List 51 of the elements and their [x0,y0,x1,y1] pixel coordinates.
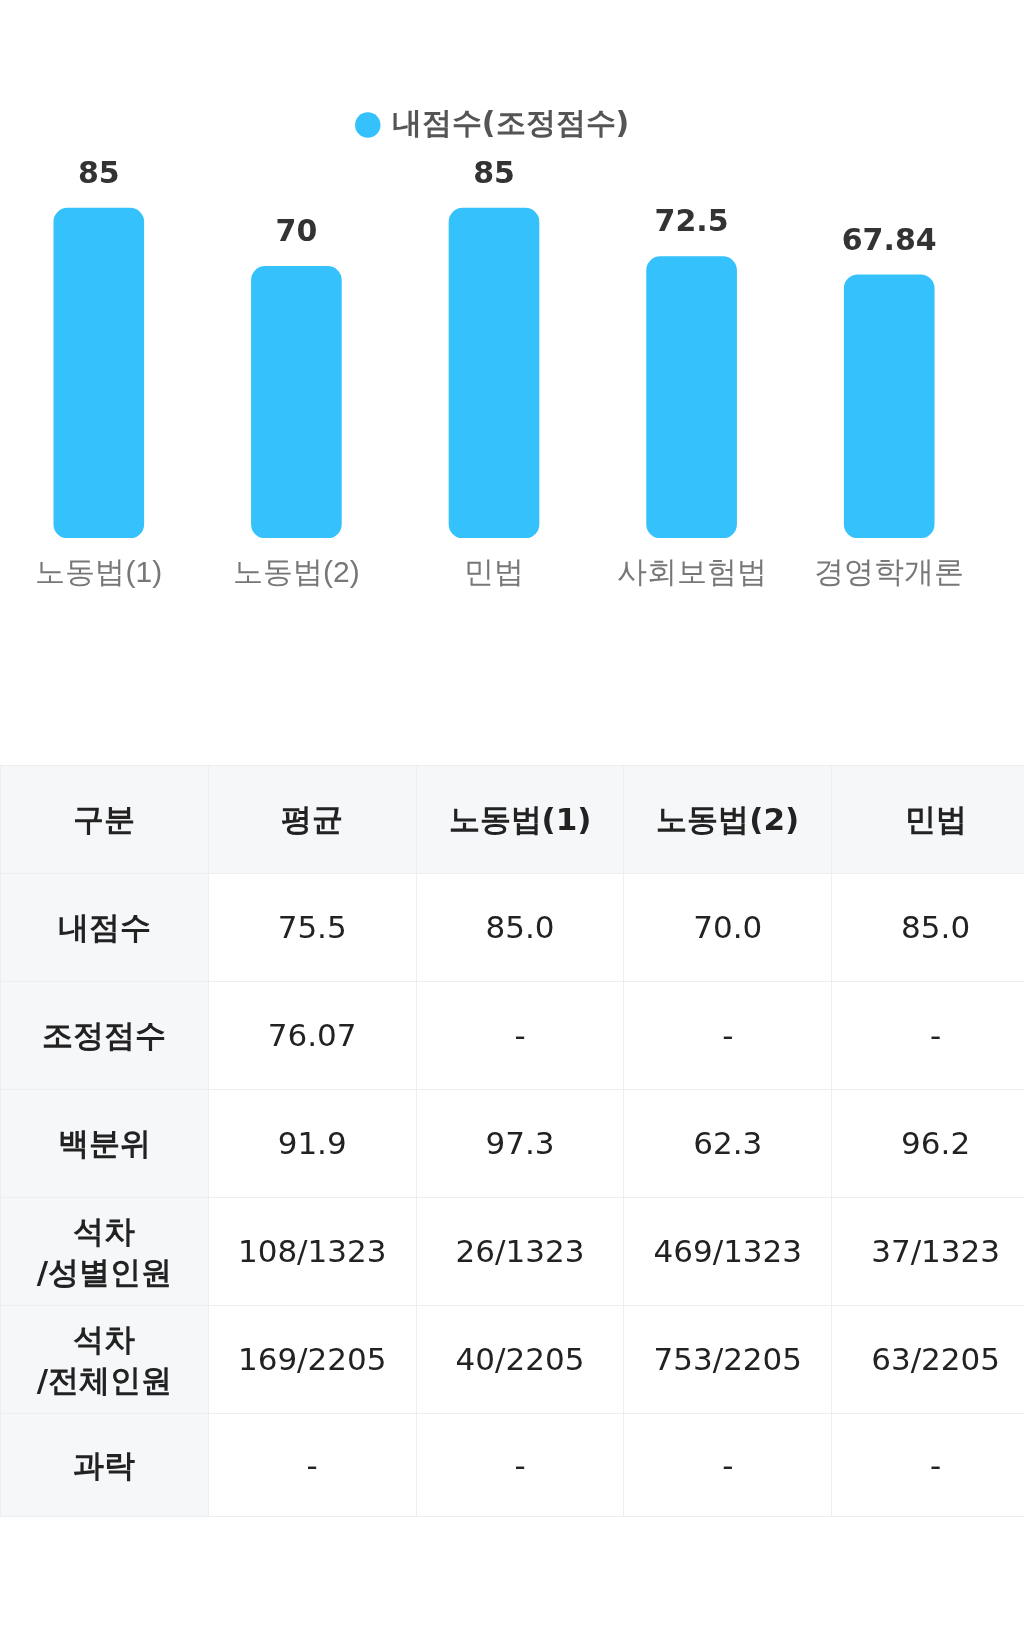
text: - [306,1446,318,1483]
text: - [930,1017,942,1054]
data-label: 72.5 [654,203,729,239]
text: 76.07 [267,1017,357,1054]
bar [448,207,540,538]
bar [251,266,342,538]
text: - [722,1017,734,1054]
bar [843,274,935,538]
category-label: 평균 [208,765,417,874]
bar [53,207,145,538]
text: 169/2205 [237,1341,387,1378]
x-tick-label: 노동법(1) [35,555,163,589]
bar [646,256,737,538]
text: 469/1323 [653,1233,803,1270]
x-tick-label: 경영학개론 [814,555,965,589]
category-label: 과락 [73,1446,136,1483]
legend-label: 내점수(조정점수) [391,104,630,140]
text: 26/1323 [455,1233,585,1270]
text: - [514,1017,526,1054]
text: 85.0 [485,909,555,946]
data-label: 85 [77,155,120,190]
category-label: 노동법(1) [416,765,624,874]
x-tick-label: 민법 [464,555,524,589]
text: 85.0 [901,909,971,946]
data-label: 85 [473,155,515,190]
text: 91.9 [277,1125,347,1162]
text: 63/2205 [871,1341,1000,1378]
text: 70.0 [693,909,763,946]
text: - [930,1446,942,1483]
data-label: 67.84 [841,221,937,257]
text: - [514,1446,526,1483]
text: 37/1323 [871,1233,1000,1270]
category-label: 석차 /성별인원 [36,1213,173,1290]
category-label: 조정점수 [42,1017,167,1054]
text: 96.2 [901,1125,971,1162]
category-label: 노동법(2) [623,765,832,874]
text: 753/2205 [653,1341,803,1378]
text: 40/2205 [455,1341,585,1378]
x-tick-label: 사회보험법 [616,555,767,589]
text: 97.3 [485,1125,555,1162]
data-label: 70 [275,213,318,249]
text: 62.3 [693,1125,763,1162]
text: 75.5 [277,909,347,946]
category-label: 석차 /전체인원 [36,1321,173,1398]
category-label: 내점수 [57,909,151,946]
text: 108/1323 [237,1233,387,1270]
category-label: 민법 [831,765,1024,874]
x-tick-label: 노동법(2) [233,555,360,589]
category-label: 백분위 [57,1125,151,1162]
category-label: 구분 [0,765,209,874]
text: - [722,1446,734,1483]
